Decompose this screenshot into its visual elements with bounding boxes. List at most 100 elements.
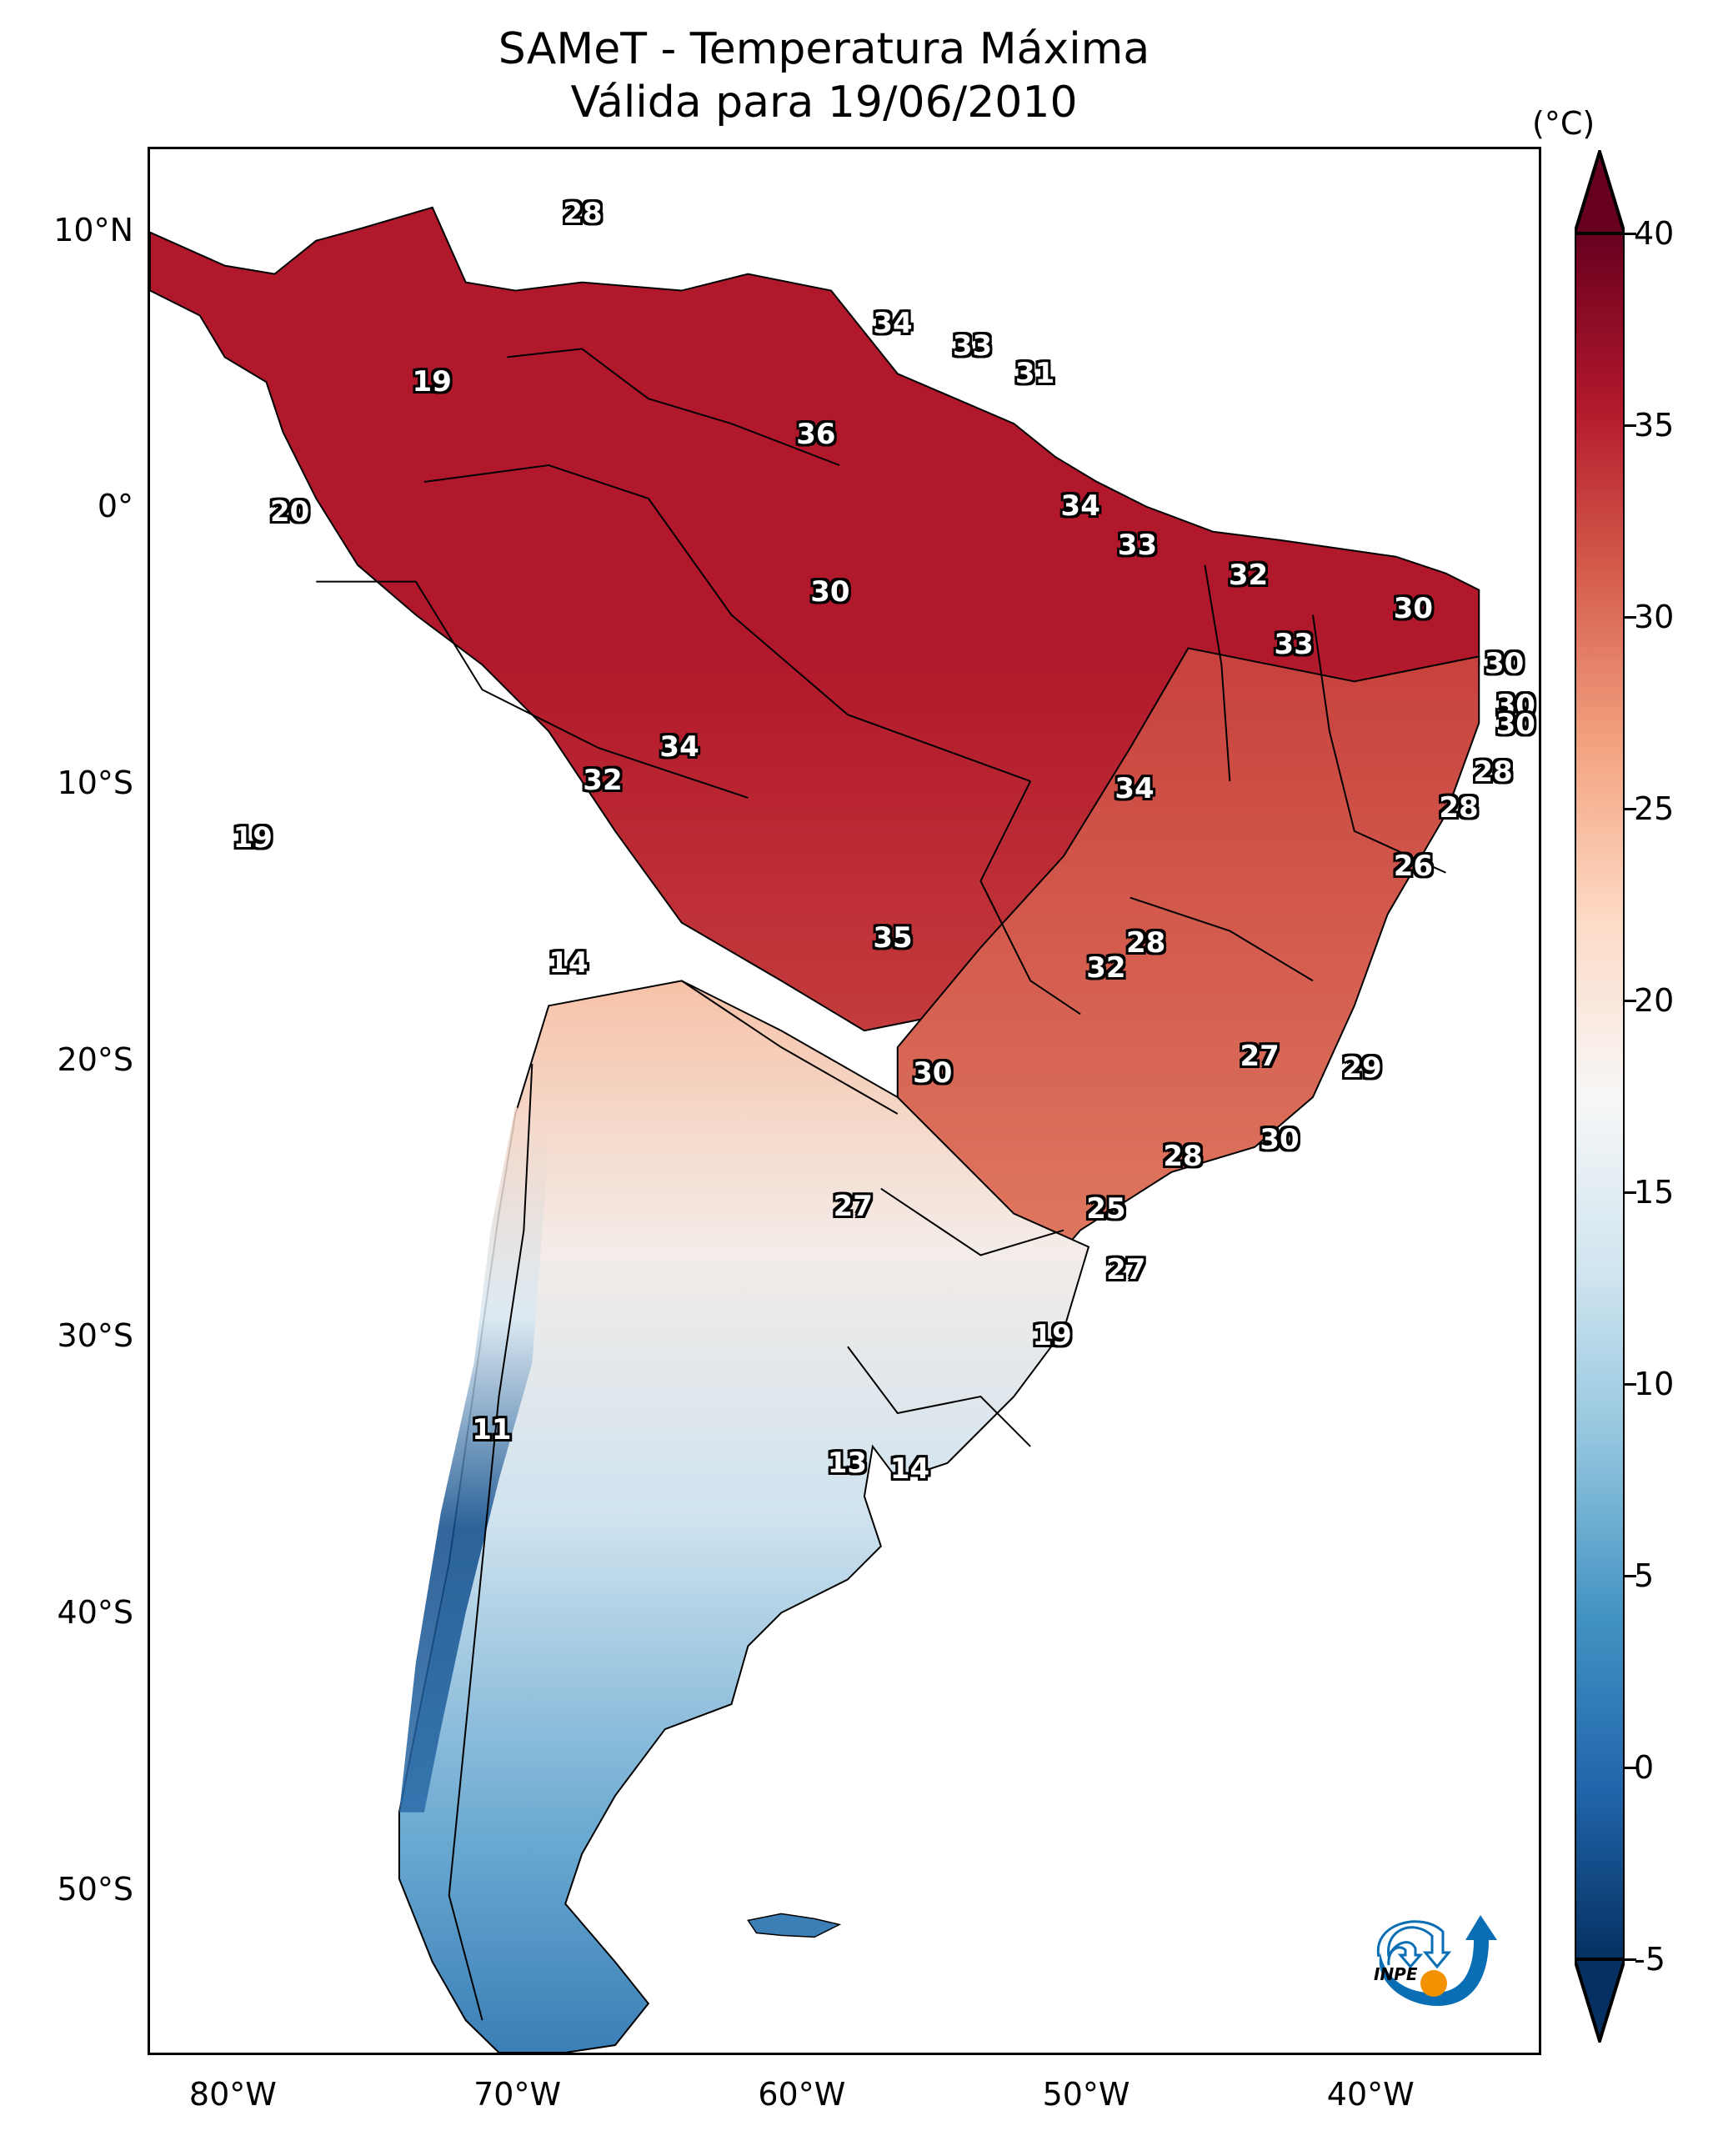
station-temperature-label: 11: [472, 1413, 512, 1447]
logo-swoosh-icon: [1379, 1915, 1497, 2007]
border-line: [847, 1346, 1031, 1447]
colorbar-tick-label: 35: [1634, 407, 1675, 444]
continent-landmass: [150, 206, 1480, 2053]
station-temperature-label: 36: [796, 418, 836, 451]
border-line: [1129, 896, 1314, 982]
station-temperature-label: 19: [233, 821, 273, 855]
border-line: [979, 780, 1081, 1015]
colorbar-tick-mark: [1625, 615, 1636, 619]
colorbar-tick-mark: [1625, 424, 1636, 427]
latitude-tick-label: 0°: [97, 488, 133, 525]
station-temperature-label: 30: [810, 575, 850, 609]
temperature-map: [150, 206, 1480, 2053]
station-temperature-label: 27: [1240, 1040, 1280, 1074]
station-temperature-label: 35: [873, 920, 913, 955]
logo-loop-arrow-icon: [1376, 1920, 1452, 1969]
border-line: [423, 464, 1031, 782]
colorbar-body: [1575, 232, 1625, 1961]
station-temperature-label: 33: [1274, 628, 1314, 662]
map-panel: [148, 147, 1541, 2055]
longitude-tick-label: 50°W: [1042, 2076, 1130, 2113]
colorbar-tick-mark: [1625, 807, 1636, 810]
colorbar-tick-label: 40: [1634, 215, 1675, 252]
border-line: [880, 1187, 1064, 1256]
land-falklands: [747, 1913, 842, 1938]
station-temperature-label: 32: [1228, 559, 1269, 593]
country-borders: [316, 348, 1446, 2021]
colorbar-tick-mark: [1625, 1191, 1636, 1194]
station-temperature-label: 28: [1163, 1139, 1203, 1173]
station-temperature-label: 19: [412, 364, 452, 399]
station-temperature-label: 28: [1126, 926, 1166, 960]
inpe-logo: INPE: [1374, 1915, 1497, 2007]
longitude-tick-label: 60°W: [758, 2076, 846, 2113]
border-line: [316, 580, 749, 799]
chart-subtitle-date: Válida para 19/06/2010: [570, 78, 1078, 128]
station-temperature-label: 34: [1114, 771, 1155, 805]
station-temperature-label: 30: [913, 1056, 953, 1091]
colorbar: [1575, 150, 1625, 2043]
station-temperature-label: 32: [1086, 951, 1126, 985]
colorbar-unit-label: (°C): [1532, 105, 1595, 142]
colorbar-tick-mark: [1625, 1382, 1636, 1386]
colorbar-tick-label: 25: [1634, 790, 1675, 827]
station-temperature-label: 27: [1106, 1252, 1146, 1286]
station-temperature-label: 26: [1393, 849, 1434, 883]
longitude-tick-label: 40°W: [1326, 2076, 1415, 2113]
station-temperature-label: 28: [1439, 790, 1479, 825]
station-temperature-label: 19: [1032, 1319, 1072, 1353]
colorbar-tick-mark: [1625, 232, 1636, 235]
latitude-tick-label: 10°N: [53, 211, 133, 248]
station-temperature-label: 28: [1473, 755, 1513, 789]
colorbar-tick-label: 10: [1634, 1366, 1675, 1402]
station-temperature-label: 27: [833, 1189, 873, 1223]
longitude-tick-label: 70°W: [473, 2076, 562, 2113]
station-temperature-label: 30: [1393, 592, 1434, 625]
colorbar-extend-min-arrow: [1575, 1958, 1625, 2043]
station-temperature-label: 34: [1060, 489, 1100, 524]
logo-text: INPE: [1374, 1964, 1418, 1984]
border-line: [1311, 614, 1446, 874]
border-line: [1204, 564, 1231, 782]
station-temperature-label: 13: [827, 1447, 868, 1481]
colorbar-tick-mark: [1625, 1574, 1636, 1577]
latitude-tick-label: 40°S: [57, 1594, 133, 1632]
border-line: [507, 348, 840, 466]
station-temperature-label: 34: [659, 730, 699, 764]
station-temperature-label: 25: [1086, 1191, 1126, 1226]
colorbar-tick-label: 5: [1634, 1557, 1655, 1594]
station-temperature-label: 34: [873, 307, 913, 341]
station-temperature-label: 31: [1014, 357, 1055, 391]
station-temperature-label: 30: [1484, 647, 1525, 681]
border-line: [681, 980, 899, 1115]
colorbar-tick-label: 0: [1634, 1749, 1655, 1786]
logo-sun-dot-icon: [1420, 1970, 1447, 1997]
land-andes: [398, 1105, 549, 1813]
station-temperature-label: 28: [563, 196, 603, 230]
latitude-tick-label: 50°S: [57, 1870, 133, 1908]
station-temperature-label: 14: [889, 1452, 930, 1486]
station-temperature-label: 30: [1260, 1122, 1300, 1156]
station-temperature-label: 29: [1342, 1050, 1382, 1085]
border-line: [448, 1064, 533, 2021]
station-temperature-label: 20: [269, 494, 310, 529]
colorbar-tick-label: -5: [1634, 1941, 1665, 1978]
chart-title: SAMeT - Temperatura Máxima: [498, 24, 1150, 74]
station-temperature-label: 30: [1495, 708, 1535, 742]
colorbar-tick-mark: [1625, 1958, 1636, 1961]
colorbar-tick-label: 20: [1634, 982, 1675, 1019]
colorbar-tick-label: 15: [1634, 1174, 1675, 1211]
latitude-tick-label: 20°S: [57, 1040, 133, 1078]
latitude-tick-label: 10°S: [57, 765, 133, 801]
longitude-tick-label: 80°W: [188, 2076, 277, 2113]
latitude-tick-label: 30°S: [57, 1317, 133, 1355]
station-temperature-label: 32: [583, 763, 623, 797]
station-temperature-label: 33: [1117, 528, 1158, 562]
land-east-brazil: [896, 647, 1480, 1290]
colorbar-tick-mark: [1625, 1766, 1636, 1769]
station-temperature-label: 33: [952, 328, 993, 363]
station-temperature-label: 14: [548, 945, 589, 980]
station-temperature-label: 30: [1495, 689, 1535, 723]
colorbar-tick-label: 30: [1634, 599, 1675, 635]
colorbar-tick-mark: [1625, 999, 1636, 1002]
